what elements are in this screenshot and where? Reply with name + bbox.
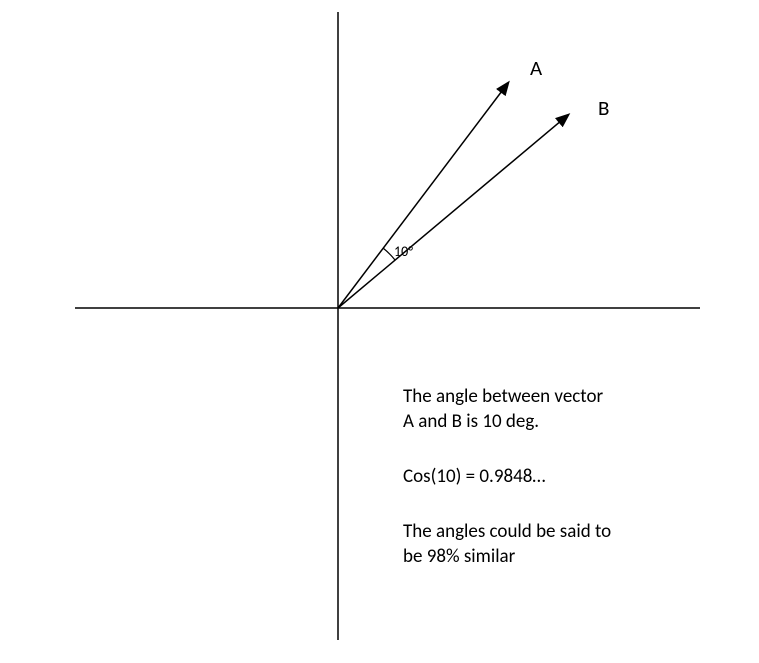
explanation-line1: The angle between vector [403,385,603,410]
explanation-line5: be 98% similar [403,545,515,570]
vector-diagram: A B 10° The angle between vector A and B… [0,0,759,663]
vector-a [338,83,508,308]
vector-b-label: B [598,95,609,121]
angle-label: 10° [394,243,413,260]
diagram-svg [0,0,759,663]
vector-b [338,115,568,308]
vector-a-label: A [530,55,542,81]
explanation-line2: A and B is 10 deg. [403,410,539,435]
explanation-line4: The angles could be said to [403,520,611,545]
explanation-line3: Cos(10) = 0.9848… [403,465,545,490]
